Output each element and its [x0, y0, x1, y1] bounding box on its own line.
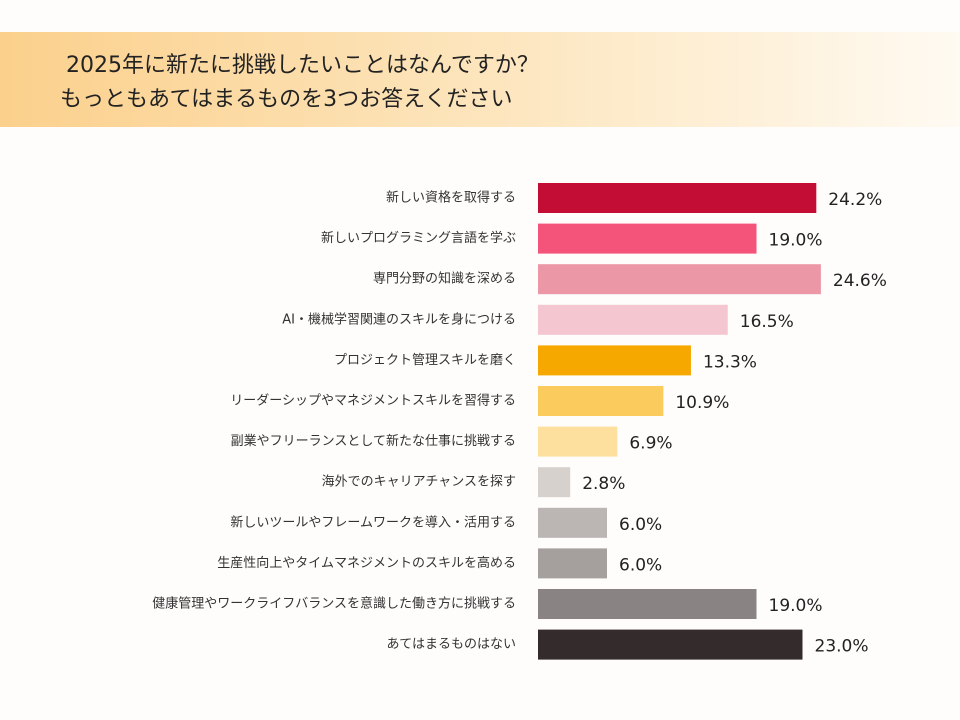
- value-label: 23.0%: [815, 637, 869, 657]
- value-label: 13.3%: [703, 352, 757, 372]
- bar: [538, 426, 618, 457]
- value-label: 6.9%: [629, 434, 672, 454]
- bar: [538, 264, 821, 295]
- category-label: 新しいプログラミング言語を学ぶ: [321, 230, 516, 246]
- value-label: 16.5%: [740, 312, 794, 332]
- value-label: 19.0%: [769, 231, 823, 251]
- category-label: プロジェクト管理スキルを磨く: [334, 353, 516, 368]
- bar: [538, 507, 607, 538]
- category-label: 副業やフリーランスとして新たな仕事に挑戦する: [231, 433, 516, 449]
- bar: [538, 548, 607, 579]
- bar: [538, 386, 664, 416]
- category-label: 健康管理やワークライフバランスを意識した働き方に挑戦する: [152, 596, 516, 612]
- bar: [538, 589, 757, 619]
- value-label: 6.0%: [619, 515, 662, 535]
- bar: [538, 467, 571, 498]
- category-label: AI・機械学習関連のスキルを身につける: [282, 311, 516, 327]
- value-label: 24.2%: [828, 190, 882, 210]
- category-label: 新しい資格を取得する: [386, 190, 516, 206]
- value-label: 19.0%: [769, 596, 823, 616]
- category-label: あてはまるものはない: [387, 637, 516, 652]
- bar: [538, 223, 757, 254]
- value-label: 6.0%: [619, 555, 662, 575]
- category-label: 専門分野の知識を深める: [373, 271, 516, 287]
- bar: [538, 183, 817, 213]
- chart-title: 2025年に新たに挑戦したいことはなんですか？: [66, 53, 539, 78]
- category-label: 新しいツールやフレームワークを導入・活用する: [230, 514, 516, 530]
- bar: [538, 304, 728, 335]
- category-label: 生産性向上やタイムマネジメントのスキルを高める: [217, 555, 516, 571]
- bar: [538, 629, 803, 660]
- category-label: リーダーシップやマネジメントスキルを習得する: [230, 393, 516, 409]
- title-banner: [0, 32, 960, 127]
- value-label: 10.9%: [675, 393, 729, 413]
- bar: [538, 345, 691, 376]
- value-label: 24.6%: [833, 271, 887, 291]
- chart-subtitle: もっともあてはまるものを3つお答えください: [60, 87, 512, 112]
- category-label: 海外でのキャリアチャンスを探す: [322, 475, 516, 490]
- value-label: 2.8%: [582, 474, 625, 494]
